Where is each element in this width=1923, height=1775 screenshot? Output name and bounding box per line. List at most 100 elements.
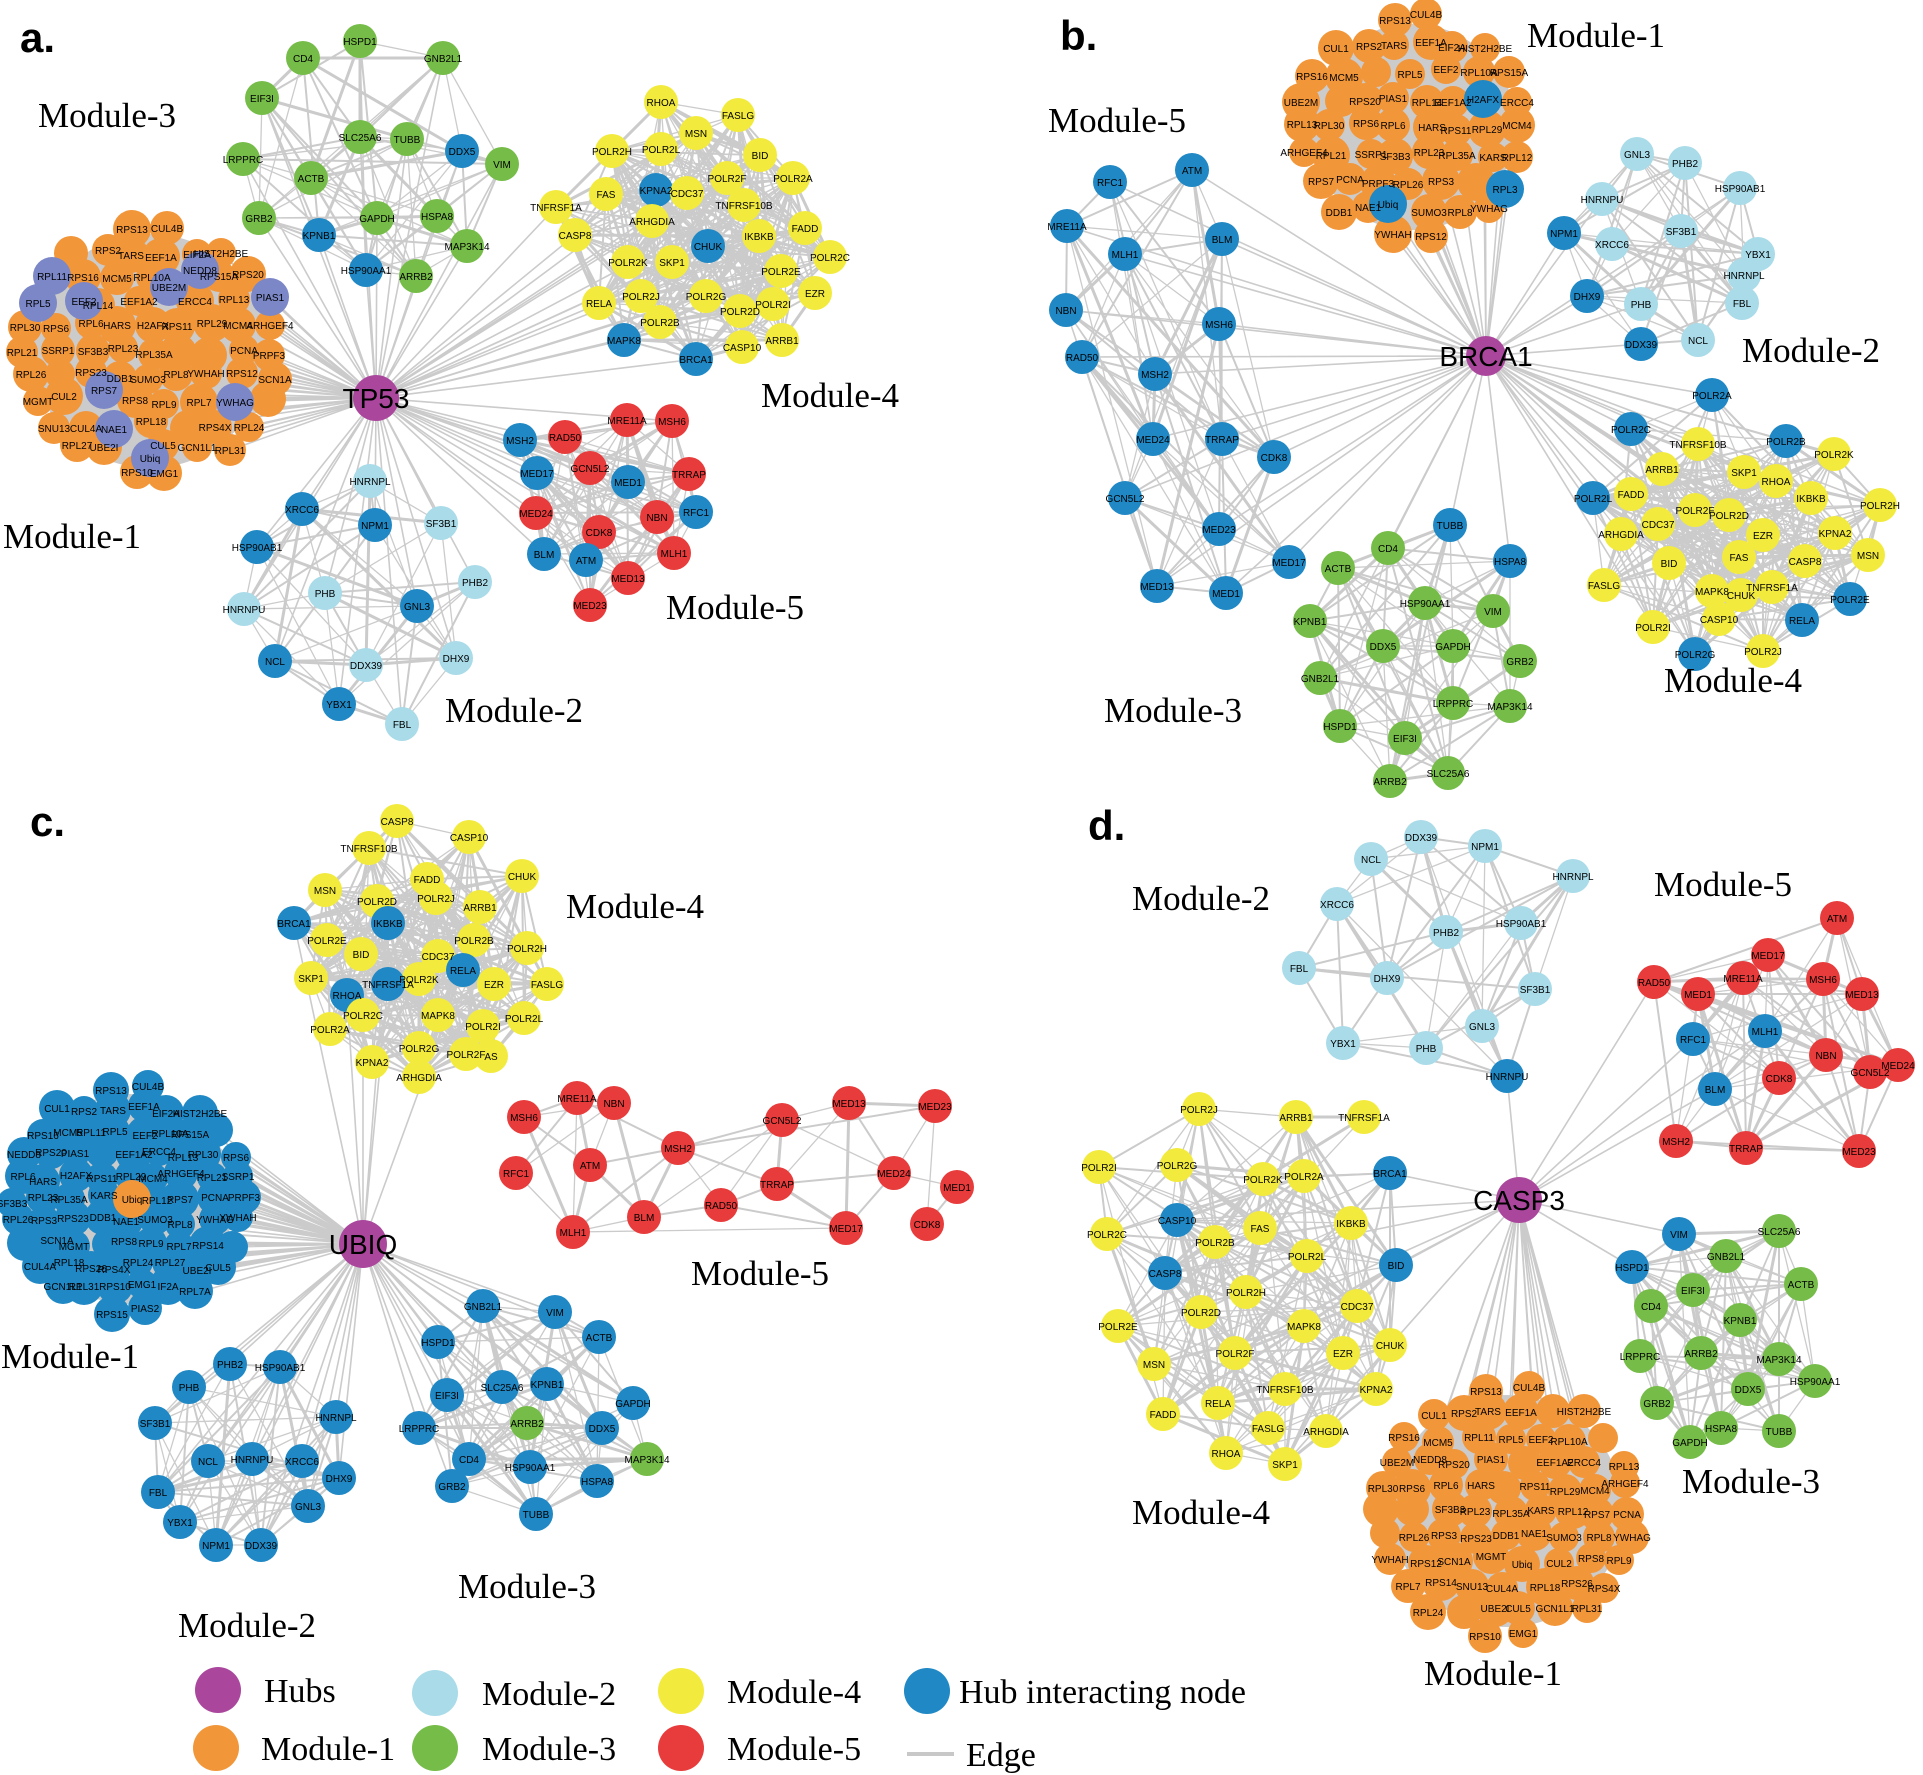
svg-text:CASP3: CASP3 — [1473, 1185, 1565, 1216]
svg-text:BRCA1: BRCA1 — [1373, 1169, 1407, 1180]
svg-text:RPL29: RPL29 — [1550, 1487, 1581, 1498]
svg-text:POLR2G: POLR2G — [1675, 650, 1716, 661]
svg-text:RPS16: RPS16 — [27, 1131, 59, 1142]
svg-text:MAPK8: MAPK8 — [1695, 587, 1729, 598]
svg-text:LRPPRC: LRPPRC — [223, 155, 264, 166]
svg-text:DDB1: DDB1 — [90, 1213, 117, 1224]
svg-text:MED17: MED17 — [1751, 951, 1785, 962]
svg-text:RPL14: RPL14 — [83, 301, 114, 312]
svg-text:HNRNPL: HNRNPL — [315, 1413, 357, 1424]
svg-text:MCM5: MCM5 — [102, 274, 132, 285]
svg-text:DDB1: DDB1 — [1493, 1531, 1520, 1542]
svg-text:POLR2L: POLR2L — [505, 1014, 544, 1025]
svg-text:EIF2A: EIF2A — [1438, 43, 1466, 54]
svg-text:RPL13: RPL13 — [1609, 1462, 1640, 1473]
svg-text:MCM5: MCM5 — [1329, 73, 1359, 84]
svg-text:VIM: VIM — [1484, 607, 1502, 618]
svg-text:CASP10: CASP10 — [723, 343, 762, 354]
svg-text:RPS13: RPS13 — [95, 1086, 127, 1097]
svg-text:POLR2G: POLR2G — [1157, 1161, 1198, 1172]
svg-text:VIM: VIM — [546, 1308, 564, 1319]
svg-text:EEF2: EEF2 — [71, 297, 96, 308]
svg-text:SNU13: SNU13 — [38, 424, 71, 435]
svg-text:RPL30: RPL30 — [1314, 121, 1345, 132]
svg-text:RPS6: RPS6 — [223, 1153, 250, 1164]
svg-text:YWHAH: YWHAH — [219, 1213, 256, 1224]
svg-text:CDK8: CDK8 — [1261, 453, 1288, 464]
svg-text:PHB2: PHB2 — [217, 1360, 244, 1371]
svg-text:RPS26: RPS26 — [75, 1264, 107, 1275]
svg-text:SSRP1: SSRP1 — [222, 1172, 255, 1183]
svg-text:RELA: RELA — [450, 966, 476, 977]
svg-text:RPS6: RPS6 — [1399, 1484, 1426, 1495]
svg-text:MED24: MED24 — [877, 1169, 911, 1180]
svg-text:TRRAP: TRRAP — [1205, 435, 1239, 446]
svg-text:MCM5: MCM5 — [53, 1128, 83, 1139]
svg-text:FAS: FAS — [1251, 1224, 1270, 1235]
svg-text:MSN: MSN — [314, 886, 336, 897]
svg-text:PCNA: PCNA — [1336, 175, 1364, 186]
svg-text:EIF3I: EIF3I — [1681, 1286, 1705, 1297]
svg-text:EMG1: EMG1 — [1509, 1629, 1538, 1640]
svg-text:Module-5: Module-5 — [666, 588, 804, 627]
svg-text:KPNA2: KPNA2 — [1819, 529, 1852, 540]
svg-text:NPM1: NPM1 — [202, 1541, 230, 1552]
svg-text:FAS: FAS — [597, 190, 616, 201]
svg-text:MCM4: MCM4 — [223, 321, 253, 332]
svg-text:SCN1A: SCN1A — [258, 375, 292, 386]
svg-text:BLM: BLM — [1705, 1085, 1726, 1096]
svg-text:RPS13: RPS13 — [116, 225, 148, 236]
svg-text:UBE2M: UBE2M — [1284, 98, 1318, 109]
svg-text:EIF3I: EIF3I — [250, 94, 274, 105]
svg-text:DDX39: DDX39 — [350, 661, 383, 672]
svg-text:DDX5: DDX5 — [449, 147, 476, 158]
svg-text:CUL4B: CUL4B — [132, 1082, 165, 1093]
svg-text:POLR2A: POLR2A — [1692, 391, 1732, 402]
svg-text:RPL8: RPL8 — [1586, 1533, 1611, 1544]
svg-text:MLH1: MLH1 — [1112, 250, 1139, 261]
svg-text:Module-5: Module-5 — [1654, 865, 1792, 904]
svg-text:HNRNPL: HNRNPL — [349, 477, 391, 488]
svg-text:RPL26: RPL26 — [3, 1215, 34, 1226]
svg-text:POLR2I: POLR2I — [1635, 623, 1671, 634]
svg-text:BLM: BLM — [1212, 235, 1233, 246]
svg-text:POLR2E: POLR2E — [1098, 1322, 1138, 1333]
svg-text:RPL18: RPL18 — [136, 417, 167, 428]
svg-text:UBE2M: UBE2M — [152, 283, 186, 294]
svg-text:CHUK: CHUK — [1727, 591, 1756, 602]
svg-text:MSH6: MSH6 — [510, 1113, 538, 1124]
svg-text:Module-3: Module-3 — [458, 1567, 596, 1606]
svg-text:PRPF3: PRPF3 — [253, 351, 286, 362]
svg-text:POLR2L: POLR2L — [642, 145, 681, 156]
svg-text:POLR2D: POLR2D — [1709, 511, 1749, 522]
svg-text:TARS: TARS — [1475, 1407, 1501, 1418]
svg-text:HSP90AA1: HSP90AA1 — [1400, 599, 1451, 610]
svg-text:RPS10: RPS10 — [99, 1282, 131, 1293]
svg-text:EEF1A: EEF1A — [1505, 1408, 1537, 1419]
svg-text:GCN5L2: GCN5L2 — [571, 464, 610, 475]
svg-text:FADD: FADD — [1150, 1410, 1177, 1421]
svg-text:ATM: ATM — [1827, 914, 1847, 925]
svg-text:IKBKB: IKBKB — [1796, 494, 1826, 505]
svg-text:FBL: FBL — [1733, 299, 1752, 310]
svg-text:POLR2A: POLR2A — [1284, 1172, 1324, 1183]
svg-text:POLR2K: POLR2K — [1814, 450, 1854, 461]
svg-text:GNB2L1: GNB2L1 — [424, 54, 463, 65]
svg-text:CASP10: CASP10 — [1158, 1216, 1197, 1227]
svg-text:ARHGDIA: ARHGDIA — [1598, 530, 1644, 541]
svg-text:BLM: BLM — [634, 1213, 655, 1224]
svg-text:DHX9: DHX9 — [1374, 974, 1401, 985]
svg-text:Module-4: Module-4 — [727, 1674, 861, 1711]
svg-text:MED1: MED1 — [1212, 589, 1240, 600]
svg-text:Module-4: Module-4 — [761, 376, 899, 415]
svg-text:BID: BID — [1661, 559, 1678, 570]
svg-text:EEF2: EEF2 — [1433, 65, 1458, 76]
svg-text:RAD50: RAD50 — [705, 1201, 738, 1212]
svg-text:GCN5L2: GCN5L2 — [763, 1116, 802, 1127]
svg-text:HSP90AB1: HSP90AB1 — [1715, 184, 1766, 195]
svg-text:PIAS1: PIAS1 — [1379, 94, 1408, 105]
svg-text:RPS13: RPS13 — [1470, 1387, 1502, 1398]
svg-text:TUBB: TUBB — [394, 135, 421, 146]
svg-text:RPS16: RPS16 — [67, 273, 99, 284]
svg-text:TNFRSF10B: TNFRSF10B — [340, 844, 398, 855]
